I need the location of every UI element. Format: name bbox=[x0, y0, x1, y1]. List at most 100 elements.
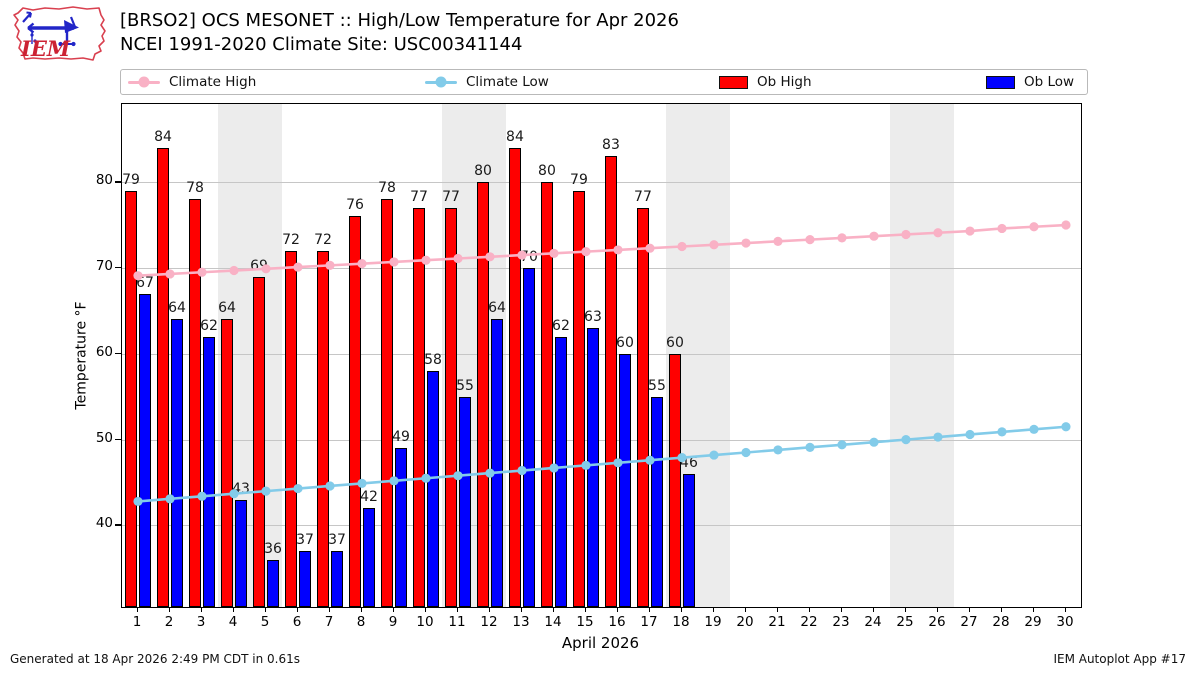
footer-app-text: IEM Autoplot App #17 bbox=[1053, 652, 1186, 666]
x-axis-label: April 2026 bbox=[561, 634, 640, 652]
ob-low-value-label: 62 bbox=[200, 317, 218, 334]
ob-high-value-label: 80 bbox=[474, 163, 492, 180]
ob-high-value-label: 78 bbox=[378, 180, 396, 197]
ob-low-value-label: 55 bbox=[456, 377, 474, 394]
ob-low-bar bbox=[266, 559, 279, 607]
climate-low-marker bbox=[805, 442, 815, 452]
y-tick-mark bbox=[115, 181, 121, 183]
ob-low-bar bbox=[202, 336, 215, 607]
x-tick-label: 26 bbox=[928, 614, 946, 630]
legend-label: Climate Low bbox=[466, 74, 549, 90]
ob-high-value-label: 64 bbox=[218, 300, 236, 317]
ob-low-bar bbox=[330, 551, 343, 607]
y-tick-label: 40 bbox=[95, 515, 113, 532]
x-tick-label: 28 bbox=[992, 614, 1010, 630]
climate-high-marker bbox=[837, 233, 847, 243]
ob-high-bar bbox=[636, 207, 649, 607]
ob-low-value-label: 64 bbox=[488, 300, 506, 317]
ob-low-bar bbox=[362, 508, 375, 607]
climate-high-marker bbox=[1029, 222, 1039, 232]
ob-high-bar bbox=[156, 147, 169, 607]
ob-high-value-label: 78 bbox=[186, 180, 204, 197]
climate-high-marker bbox=[1061, 220, 1071, 230]
x-tick-label: 22 bbox=[800, 614, 818, 630]
climate-low-line-swatch bbox=[425, 76, 457, 88]
weekend-shading-band bbox=[889, 104, 954, 607]
ob-low-value-label: 64 bbox=[168, 300, 186, 317]
x-tick-mark bbox=[360, 607, 363, 612]
climate-low-marker bbox=[837, 440, 847, 450]
title-line-1: [BRSO2] OCS MESONET :: High/Low Temperat… bbox=[120, 10, 679, 31]
ob-high-bar bbox=[348, 216, 361, 607]
ob-low-value-label: 37 bbox=[296, 532, 314, 549]
iem-logo: IEM bbox=[13, 6, 106, 61]
x-tick-label: 15 bbox=[576, 614, 594, 630]
ob-low-bar bbox=[458, 396, 471, 607]
climate-low-marker bbox=[997, 427, 1007, 437]
ob-low-value-label: 60 bbox=[616, 334, 634, 351]
gridline bbox=[122, 525, 1081, 527]
x-tick-mark bbox=[872, 607, 875, 612]
x-tick-mark bbox=[648, 607, 651, 612]
x-tick-mark bbox=[456, 607, 459, 612]
ob-high-bar bbox=[252, 276, 265, 607]
x-tick-mark bbox=[296, 607, 299, 612]
gridline bbox=[122, 182, 1081, 184]
x-tick-mark bbox=[328, 607, 331, 612]
ob-high-bar bbox=[412, 207, 425, 607]
ob-low-bar bbox=[586, 328, 599, 607]
ob-low-bar bbox=[298, 551, 311, 607]
ob-high-bar bbox=[188, 199, 201, 607]
x-tick-label: 16 bbox=[608, 614, 626, 630]
ob-high-bar bbox=[316, 250, 329, 607]
ob-high-bar bbox=[508, 147, 521, 607]
ob-high-value-label: 60 bbox=[666, 334, 684, 351]
x-tick-label: 24 bbox=[864, 614, 882, 630]
ob-low-value-label: 67 bbox=[136, 274, 154, 291]
ob-high-value-label: 77 bbox=[410, 188, 428, 205]
x-tick-mark bbox=[1032, 607, 1035, 612]
legend-item-climate-high: Climate High bbox=[128, 70, 256, 94]
x-tick-label: 27 bbox=[960, 614, 978, 630]
ob-low-value-label: 49 bbox=[392, 429, 410, 446]
logo-text: IEM bbox=[20, 36, 71, 61]
x-tick-label: 20 bbox=[736, 614, 754, 630]
x-tick-mark bbox=[168, 607, 171, 612]
climate-high-marker bbox=[965, 226, 975, 236]
gridline bbox=[122, 353, 1081, 355]
ob-high-value-label: 76 bbox=[346, 197, 364, 214]
ob-low-bar bbox=[138, 293, 151, 607]
ob-low-value-label: 37 bbox=[328, 532, 346, 549]
x-tick-mark bbox=[200, 607, 203, 612]
y-tick-mark bbox=[115, 524, 121, 526]
x-tick-mark bbox=[936, 607, 939, 612]
x-tick-mark bbox=[520, 607, 523, 612]
ob-high-bar bbox=[604, 156, 617, 607]
ob-high-bar bbox=[380, 199, 393, 607]
x-tick-mark bbox=[776, 607, 779, 612]
x-tick-label: 19 bbox=[704, 614, 722, 630]
legend: Climate High Climate Low Ob High Ob Low bbox=[120, 69, 1088, 95]
ob-low-value-label: 36 bbox=[264, 540, 282, 557]
y-tick-mark bbox=[115, 438, 121, 441]
y-tick-label: 80 bbox=[95, 172, 113, 189]
ob-high-bar bbox=[476, 182, 489, 607]
x-tick-label: 23 bbox=[832, 614, 850, 630]
ob-low-bar bbox=[394, 448, 407, 607]
x-tick-mark bbox=[1064, 607, 1067, 612]
y-tick-label: 60 bbox=[95, 343, 113, 360]
ob-high-value-label: 79 bbox=[570, 171, 588, 188]
ob-high-bar bbox=[444, 207, 457, 607]
ob-high-value-label: 69 bbox=[250, 257, 268, 274]
chart-title: [BRSO2] OCS MESONET :: High/Low Temperat… bbox=[120, 9, 679, 56]
x-tick-label: 14 bbox=[544, 614, 562, 630]
x-tick-label: 17 bbox=[640, 614, 658, 630]
climate-high-marker bbox=[773, 236, 783, 246]
legend-label: Ob Low bbox=[1024, 74, 1075, 90]
weather-vane-icon bbox=[22, 11, 79, 47]
x-tick-label: 7 bbox=[324, 614, 334, 630]
ob-low-bar bbox=[682, 473, 695, 607]
gridline bbox=[122, 439, 1081, 441]
ob-low-bar bbox=[490, 319, 503, 607]
ob-high-value-label: 77 bbox=[634, 188, 652, 205]
